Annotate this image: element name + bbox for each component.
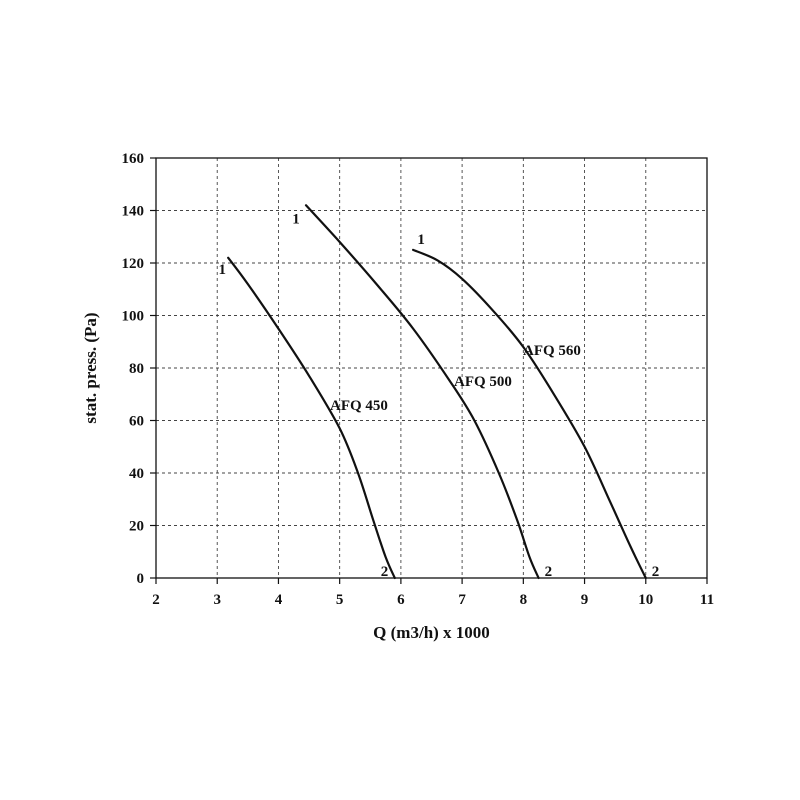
series-label: AFQ 500	[454, 374, 512, 390]
x-tick-label: 7	[458, 592, 466, 608]
y-tick-label: 140	[122, 204, 145, 220]
y-tick-label: 160	[122, 151, 145, 167]
x-tick-label: 2	[152, 592, 160, 608]
series-group: AFQ 450 1 2 AFQ 500 1 2 AFQ 560 1 2	[218, 204, 660, 580]
y-tick-label: 120	[122, 256, 145, 272]
series-afq-450: AFQ 450 1 2	[218, 256, 396, 580]
curve-afq-560	[412, 248, 647, 580]
operating-point-2-label: 2	[381, 564, 389, 580]
grid	[156, 158, 707, 578]
x-tick-label: 8	[520, 592, 528, 608]
x-tick-label: 10	[638, 592, 653, 608]
curve-afq-450	[227, 256, 396, 580]
y-axis-label: stat. press. (Pa)	[81, 312, 100, 423]
series-label: AFQ 450	[330, 398, 388, 414]
series-label: AFQ 560	[523, 343, 581, 359]
x-tick-label: 11	[700, 592, 714, 608]
operating-point-2-label: 2	[545, 564, 553, 580]
y-tick-label: 60	[129, 414, 144, 430]
operating-point-1-label: 1	[218, 262, 226, 278]
operating-point-2-label: 2	[652, 564, 660, 580]
y-tick-label: 0	[137, 571, 145, 587]
x-tick-label: 6	[397, 592, 405, 608]
y-tick-label: 20	[129, 519, 144, 535]
operating-point-1-label: 1	[417, 232, 425, 248]
curve-afq-500	[304, 204, 540, 580]
operating-point-1-label: 1	[292, 211, 300, 227]
series-afq-560: AFQ 560 1 2	[412, 232, 660, 580]
y-tick-label: 40	[129, 466, 144, 482]
x-tick-label: 5	[336, 592, 344, 608]
x-tick-label: 4	[275, 592, 283, 608]
series-afq-500: AFQ 500 1 2	[292, 204, 553, 580]
x-axis-label: Q (m3/h) x 1000	[373, 623, 490, 642]
x-tick-label: 9	[581, 592, 589, 608]
x-tick-label: 3	[213, 592, 221, 608]
y-tick-label: 80	[129, 361, 144, 377]
y-tick-label: 100	[122, 309, 145, 325]
